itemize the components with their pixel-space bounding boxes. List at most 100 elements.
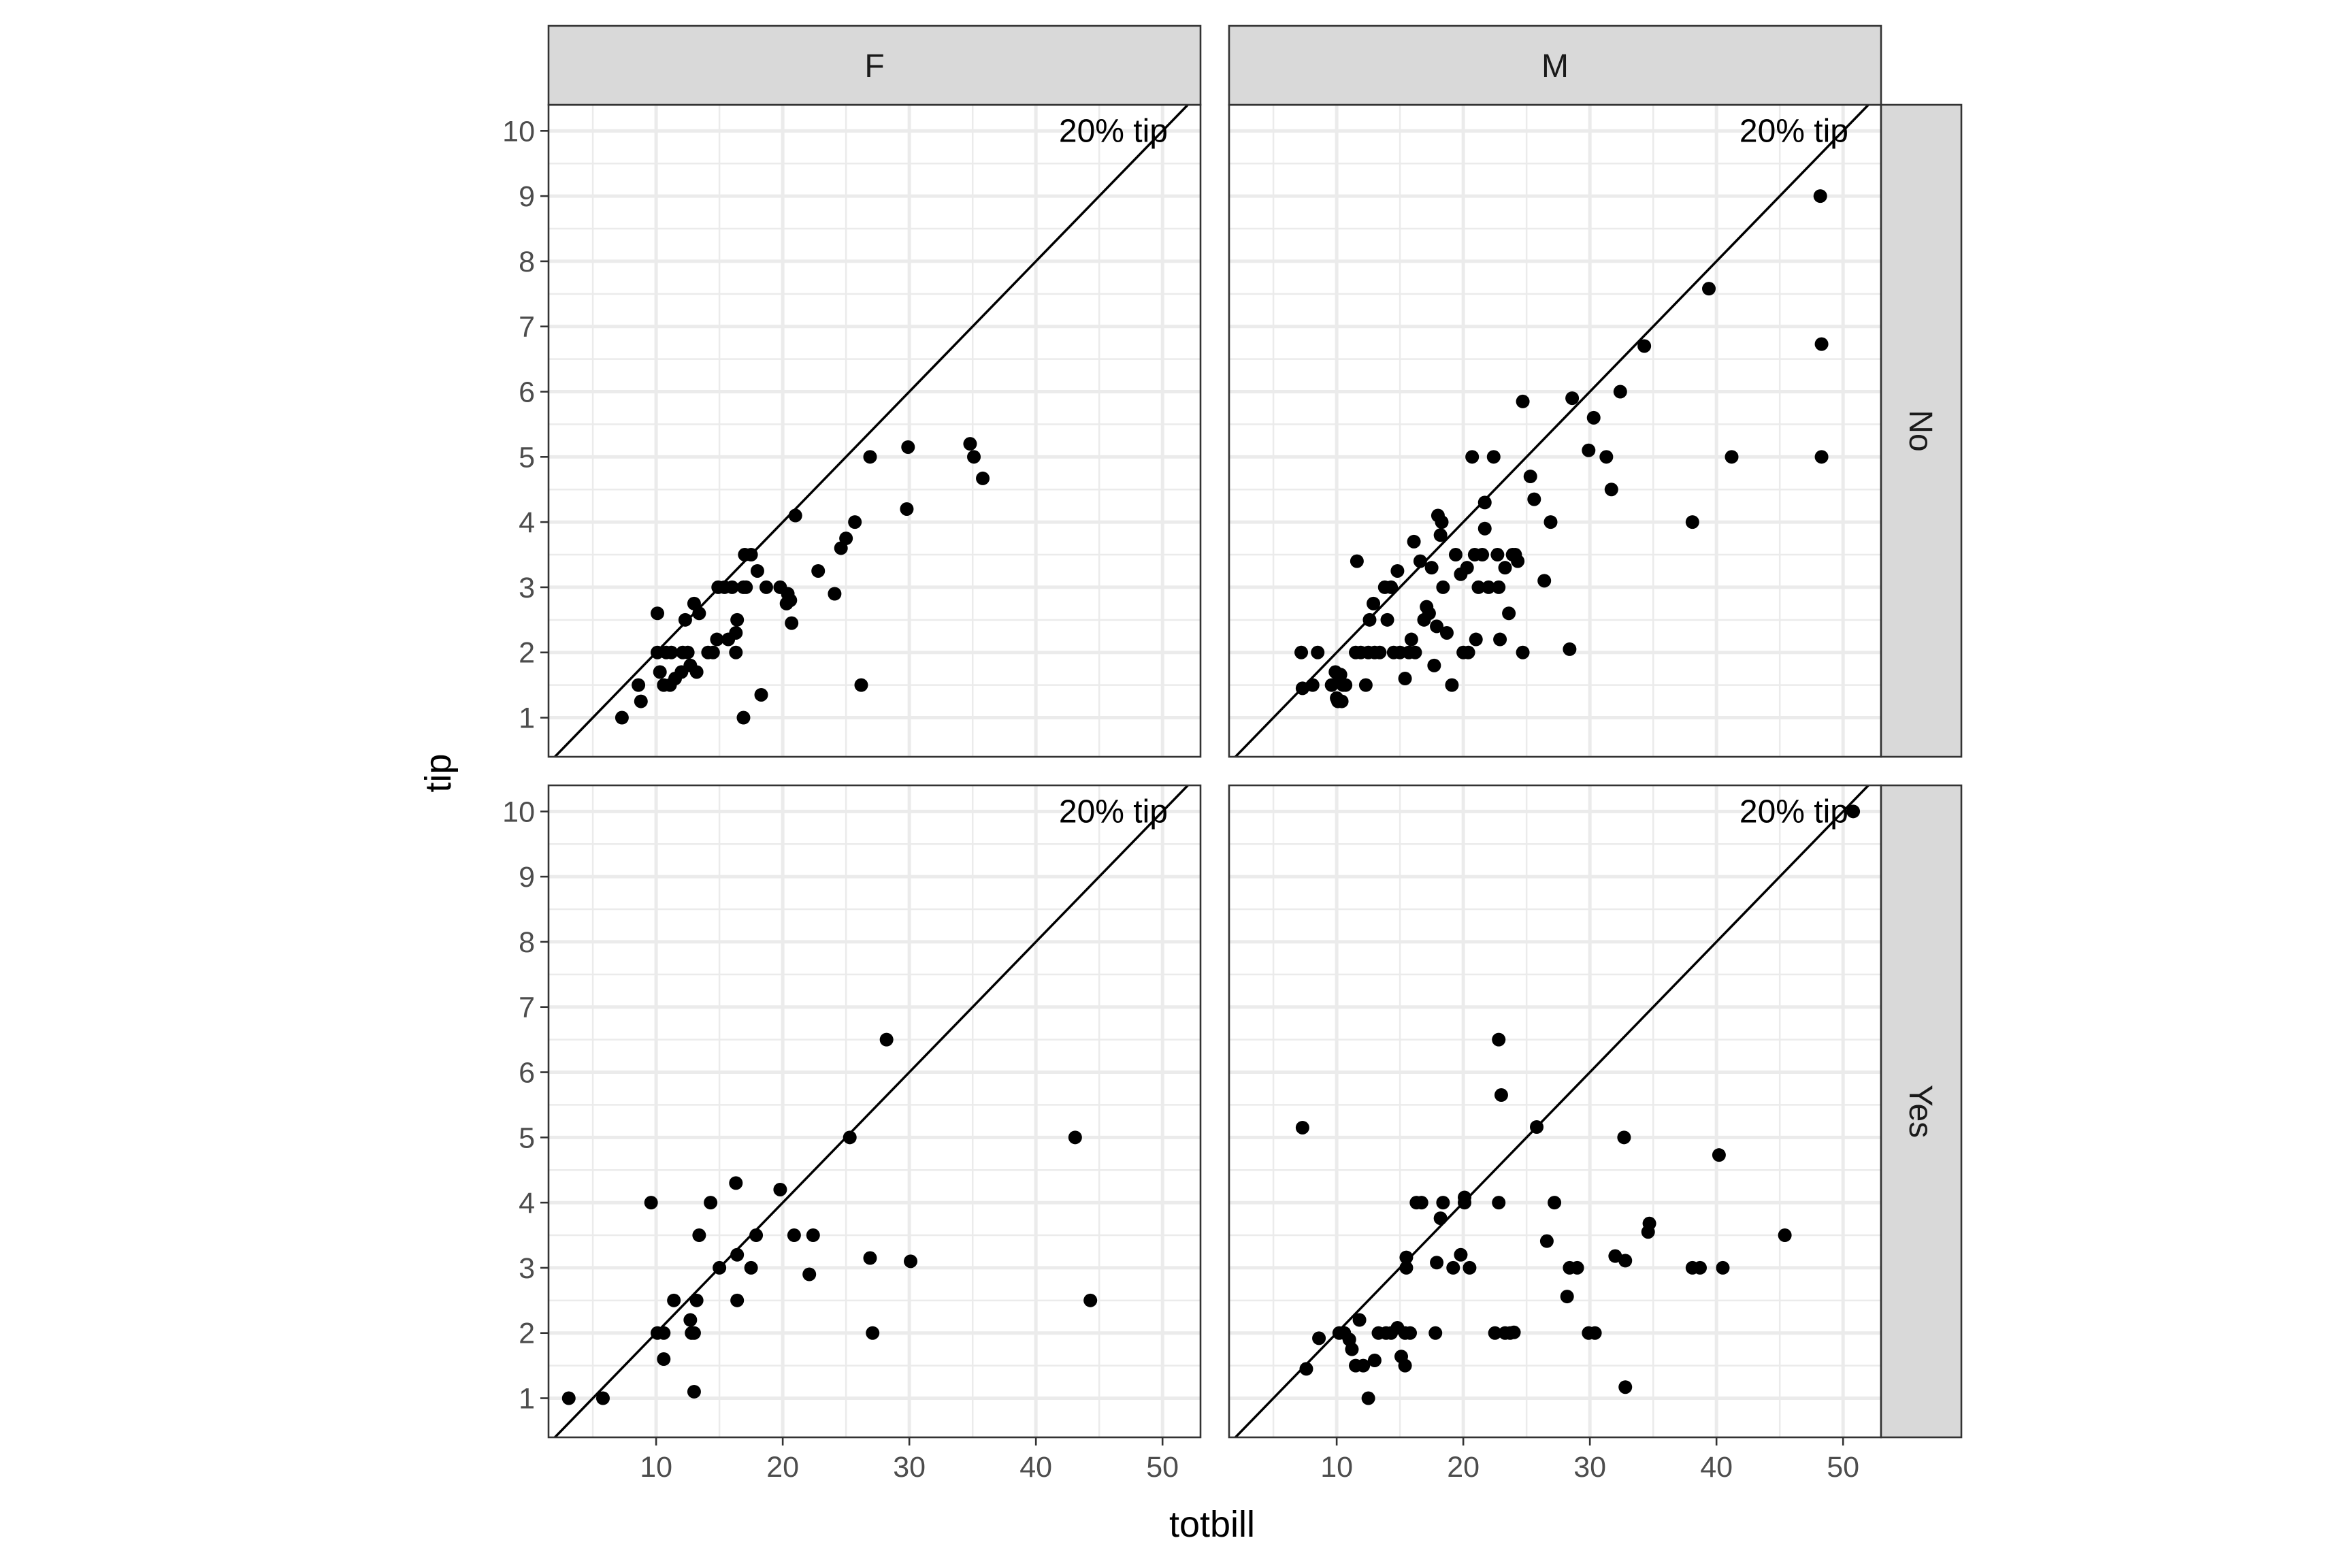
data-point [1702,282,1716,296]
data-point [1439,625,1454,640]
data-point [1398,1358,1412,1373]
x-axis-title: totbill [1169,1504,1255,1545]
strip-label: No [1902,410,1938,451]
data-point [1398,672,1412,686]
data-point [759,580,773,594]
x-tick-label: 10 [640,1451,672,1484]
reference-line-label: 20% tip [1740,794,1848,830]
data-point [1312,1331,1326,1345]
x-tick-label: 40 [1019,1451,1052,1484]
data-point [1407,534,1421,549]
data-point [692,606,706,621]
data-point [1516,394,1530,408]
data-point [730,612,745,627]
data-point [1333,668,1348,682]
data-point [689,1293,704,1307]
data-point [644,1196,658,1210]
data-points [1295,804,1861,1405]
data-point [1305,678,1320,692]
data-point [1613,385,1627,399]
data-point [1507,1325,1521,1339]
data-point [879,1032,894,1047]
data-points [1294,189,1829,708]
strip-background [1880,784,1963,1439]
reference-line-label: 20% tip [1059,113,1168,149]
data-point [1486,450,1501,464]
data-point [704,1196,718,1210]
data-point [863,1251,877,1265]
data-point [773,1182,787,1196]
x-tick-label: 50 [1146,1451,1179,1484]
y-axis-title: tip [418,753,459,792]
data-point [1380,612,1394,627]
data-point [706,645,720,659]
data-point [1430,1256,1444,1270]
data-point [1530,1120,1544,1134]
strip-F: F [547,24,1202,106]
data-point [1544,515,1558,529]
data-point [1295,1120,1309,1134]
data-point [1367,596,1381,610]
data-point [839,532,853,546]
data-point [1563,642,1577,656]
data-point [1384,580,1399,594]
y-tick-label: 10 [502,115,535,148]
data-point [866,1326,880,1340]
data-point [1523,470,1537,484]
strip-label: Yes [1902,1085,1938,1138]
data-point [615,710,629,725]
x-tick-label: 30 [1573,1451,1606,1484]
data-point [730,1293,745,1307]
data-point [1685,515,1699,529]
data-point [1373,645,1387,659]
data-point [1493,632,1507,647]
data-point [687,1326,701,1340]
data-point [1582,443,1596,457]
data-point [1404,632,1418,647]
y-tick-label: 9 [519,861,535,894]
data-point [1846,804,1861,819]
data-point [1424,561,1439,575]
data-point [744,1260,758,1275]
data-point [1445,678,1459,692]
x-tick-label: 20 [766,1451,799,1484]
panel-grid [1229,105,1881,757]
data-point [1693,1260,1707,1275]
data-point [1335,694,1349,708]
data-point [1490,548,1505,562]
x-tick-label: 50 [1827,1451,1859,1484]
strip-background [1880,103,1963,758]
data-point [1570,1260,1584,1275]
data-point [1465,450,1480,464]
data-point [900,502,914,516]
data-point [1448,548,1463,562]
data-point [683,1313,698,1327]
data-point [561,1391,576,1405]
data-point [730,1247,745,1262]
panel-M-Yes: 20% tip 10 20 30 40 50 [1228,784,1882,1484]
data-point [811,564,826,578]
y-tick-label: 1 [519,1383,535,1416]
y-tick-label: 5 [519,1122,535,1154]
y-tick-label: 1 [519,702,535,735]
y-tick-label: 8 [519,926,535,959]
data-point [710,632,724,647]
strip-No: No [1880,103,1963,758]
data-point [1642,1216,1656,1230]
data-point [1471,580,1486,594]
data-point [1488,1326,1502,1340]
data-point [678,612,692,627]
data-point [1469,632,1483,647]
data-point [1586,410,1601,425]
data-point [1548,1196,1562,1210]
strip-label: M [1541,48,1569,84]
data-point [1352,1313,1367,1327]
y-tick-label: 4 [519,1187,535,1220]
data-point [967,450,981,464]
data-point [828,587,842,601]
y-tick-label: 6 [519,1057,535,1090]
reference-line [1233,105,1870,757]
data-point [1492,580,1506,594]
y-tick-label: 3 [519,572,535,604]
data-point [863,450,877,464]
